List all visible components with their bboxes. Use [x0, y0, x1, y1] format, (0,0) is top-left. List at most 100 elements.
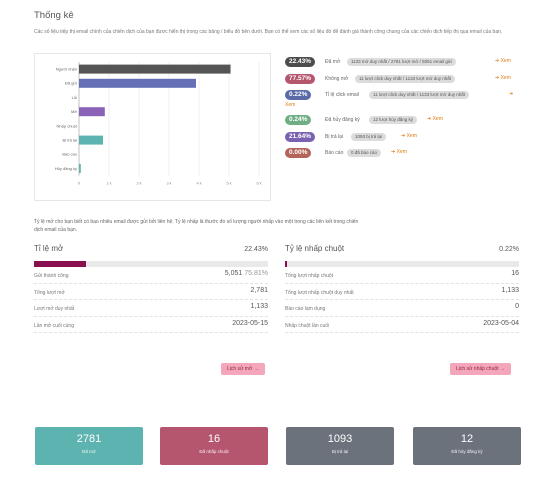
- rates-note: Tỷ lệ mở cho bạn biết có bao nhiêu email…: [34, 219, 359, 233]
- tile-value: 16: [207, 433, 221, 445]
- stat-detail-pill: 12 lượt hủy đăng ký: [369, 116, 417, 124]
- stat-pct-badge: 77.57%: [285, 73, 316, 84]
- stat-pct-badge: 0.00%: [285, 148, 312, 158]
- metric-label: Lượt mở duy nhất: [34, 306, 75, 312]
- bar-chart-svg: 0 1 k 2 k 3 k 4 k 5 k 6 k Người nhận Đã gửi Lỗi Mở…: [55, 62, 262, 186]
- click-rate-progress: [285, 261, 519, 267]
- click-rate-arrow-icon[interactable]: ➔: [509, 91, 514, 97]
- metric-row: Tổng lượt mở 2,781: [34, 284, 268, 300]
- view-click-rate-link[interactable]: Xem: [285, 102, 296, 108]
- stat-not-opened: 77.57% Không mở 11 lượt click duy nhất /…: [285, 72, 525, 89]
- stat-label: Báo cáo: [325, 150, 344, 156]
- tile-opened: 2781 Đã mở: [35, 427, 143, 465]
- chart-category-label: Hủy đăng ký: [55, 166, 77, 171]
- panel-pct: 0.22%: [499, 246, 519, 253]
- view-not-opened-link[interactable]: ➔ Xem: [495, 74, 511, 81]
- metric-value: 1,133: [501, 286, 519, 294]
- metric-value: 2023-05-04: [483, 319, 519, 327]
- metric-label: Nhấp chuột lần cuối: [285, 322, 330, 329]
- stat-pct-badge: 21.64%: [285, 131, 316, 142]
- metric-value: 2023-05-15: [232, 319, 268, 327]
- panel-pct: 22.43%: [244, 246, 268, 253]
- metric-label: Lần mở cuối cùng: [34, 322, 74, 329]
- chart-category-label: Bị trả lại: [63, 138, 78, 143]
- tile-clicked: 16 Đã nhấp chuột: [160, 427, 268, 465]
- tile-label: Đã mở: [82, 449, 96, 454]
- stat-pct-badge: 0.24%: [285, 115, 312, 125]
- chart-bar: [79, 64, 231, 74]
- panel-header: Tỉ lệ mở 22.43%: [34, 244, 268, 258]
- chart-category-label: Báo cáo: [62, 152, 77, 157]
- tile-label: Đã hủy đăng ký: [451, 449, 483, 454]
- chart-category-label: Đã gửi: [65, 81, 77, 86]
- stat-detail-pill: 1093 bị trả lại: [351, 132, 387, 141]
- click-rate-progress-fill: [285, 261, 287, 267]
- tile-value: 12: [460, 433, 474, 445]
- page-title: Thống kê: [34, 10, 74, 21]
- metric-row: Tổng lượt nhấp chuột duy nhất 1,133: [285, 284, 519, 300]
- tile-label: Đã nhấp chuột: [199, 449, 229, 454]
- stats-list: 22.43% Đã mở 1133 mở duy nhất / 2781 lượ…: [285, 55, 525, 163]
- stat-pct-badge: 22.43%: [285, 57, 316, 67]
- chart-bar: [79, 135, 103, 145]
- open-rate-progress-fill: [34, 261, 87, 267]
- metric-value: 2,781: [250, 286, 268, 294]
- chart-category-label: Mở: [71, 109, 77, 114]
- metric-row: Nhấp chuột lần cuối 2023-05-04: [285, 317, 519, 333]
- click-history-button[interactable]: Lịch sử nhấp chuột →: [450, 363, 511, 375]
- stat-label: Tỉ lệ click email: [325, 92, 359, 98]
- stat-detail-pill: 1133 mở duy nhất / 2781 lượt mở / 5051 e…: [347, 58, 456, 66]
- tile-value: 1093: [327, 433, 353, 445]
- stat-detail-pill: 11 lượt click duy nhất / 1133 lượt mở du…: [355, 74, 456, 83]
- metric-value: 5,051 75.81%: [224, 270, 268, 277]
- chart-x-tick-label: 4 k: [196, 182, 201, 186]
- view-bounced-link[interactable]: ➔ Xem: [401, 132, 417, 139]
- metric-label: Tổng lượt nhấp chuột duy nhất: [285, 289, 354, 296]
- metric-value: 0: [515, 303, 519, 310]
- tile-unsubscribed: 12 Đã hủy đăng ký: [413, 427, 521, 465]
- chart-x-tick-label: 0: [78, 182, 80, 186]
- panel-header: Tỷ lệ nhấp chuột 0.22%: [285, 244, 519, 258]
- metric-row: Báo cáo lạm dụng 0: [285, 300, 519, 317]
- tile-bounced: 1093 Bị trả lại: [286, 427, 394, 465]
- chart-category-label: Lỗi: [72, 95, 77, 100]
- chart-x-tick-label: 1 k: [106, 182, 111, 186]
- chart-bar: [79, 78, 196, 88]
- chart-x-tick-label: 2 k: [136, 182, 141, 186]
- metric-row: Lượt mở duy nhất 1,133: [34, 300, 268, 317]
- metric-row: Lần mở cuối cùng 2023-05-15: [34, 317, 268, 333]
- chart-bar: [79, 107, 105, 117]
- metric-label: Báo cáo lạm dụng: [285, 306, 326, 312]
- view-opened-link[interactable]: ➔ Xem: [495, 58, 511, 64]
- tile-value: 2781: [76, 433, 102, 445]
- chart-x-tick-label: 5 k: [226, 182, 231, 186]
- stat-click-rate: 0.22% Tỉ lệ click email 11 lượt click du…: [285, 88, 525, 113]
- stat-opened: 22.43% Đã mở 1133 mở duy nhất / 2781 lượ…: [285, 55, 525, 72]
- chart-category-label: Người nhận: [56, 67, 77, 72]
- chart-category-label: Nhấp chuột: [57, 123, 78, 128]
- metric-label: Gửi thành công: [34, 273, 69, 279]
- stat-detail-pill: 0 đã báo cáo: [347, 149, 382, 157]
- panel-title: Tỉ lệ mở: [34, 244, 64, 253]
- stat-pct-badge: 0.22%: [285, 90, 312, 100]
- stat-label: Đã mở: [325, 59, 341, 65]
- metric-row: Gửi thành công 5,051 75.81%: [34, 267, 268, 284]
- tile-label: Bị trả lại: [331, 449, 349, 454]
- stat-reported: 0.00% Báo cáo 0 đã báo cáo ➔ Xem: [285, 146, 525, 163]
- open-rate-progress: [34, 261, 268, 267]
- metric-label: Tổng lượt mở: [34, 289, 65, 296]
- chart-x-tick-label: 6 k: [256, 182, 261, 186]
- view-reported-link[interactable]: ➔ Xem: [391, 149, 407, 155]
- click-rate-panel: Tỷ lệ nhấp chuột 0.22% Tổng lượt nhấp ch…: [285, 244, 519, 375]
- open-history-button[interactable]: Lịch sử mở →: [221, 363, 265, 375]
- stat-label: Không mở: [325, 75, 349, 82]
- open-rate-panel: Tỉ lệ mở 22.43% Gửi thành công 5,051 75.…: [34, 244, 268, 375]
- metric-label: Tổng lượt nhấp chuột: [285, 273, 334, 279]
- view-unsubscribed-link[interactable]: ➔ Xem: [427, 116, 443, 122]
- stat-detail-pill: 11 lượt click duy nhất / 1133 lượt mở du…: [369, 91, 470, 99]
- stat-label: Bị trả lại: [325, 133, 344, 140]
- summary-chart: 0 1 k 2 k 3 k 4 k 5 k 6 k Người nhận Đã gửi Lỗi Mở…: [34, 53, 271, 201]
- intro-text: Các số liệu tiếp thị email chính của chi…: [34, 29, 503, 35]
- metric-value: 1,133: [250, 303, 268, 310]
- stat-label: Đã hủy đăng ký: [325, 117, 360, 123]
